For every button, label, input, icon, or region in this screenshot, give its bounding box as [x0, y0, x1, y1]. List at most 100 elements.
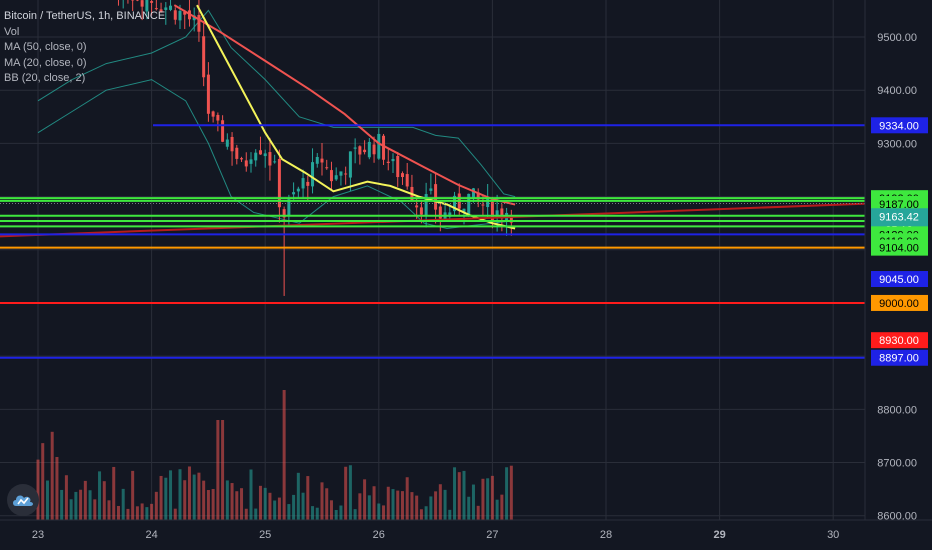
volume-bar: [112, 466, 116, 520]
volume-bar: [221, 420, 225, 520]
tradingview-logo-icon[interactable]: [7, 484, 39, 516]
candle-body: [400, 173, 404, 178]
time-scale[interactable]: 23 24 25 26 27 28 29 30: [32, 529, 839, 541]
x-tick-label: 30: [827, 529, 839, 541]
candle-body: [150, 1, 154, 3]
candle-body: [325, 167, 329, 169]
volume-bar: [64, 475, 68, 520]
candle-body: [500, 208, 504, 219]
volume-bar: [202, 480, 206, 520]
candle-body: [382, 135, 386, 160]
candle-body: [329, 170, 333, 182]
ma50-line: [173, 4, 516, 206]
price-tag-label: 9334.00: [879, 120, 919, 132]
x-tick-label: 25: [259, 529, 271, 541]
volume-bar: [131, 470, 135, 520]
candle-body: [448, 212, 452, 217]
volume-bar: [88, 490, 92, 520]
candle-body: [334, 175, 338, 180]
volume-bar: [83, 480, 87, 520]
price-tag: 9187.00: [871, 196, 928, 213]
price-tag: 9334.00: [871, 117, 928, 134]
price-tag: 9045.00: [871, 271, 928, 288]
price-tag-label: 9104.00: [879, 243, 919, 255]
volume-bar: [211, 488, 215, 520]
volume-bar: [126, 508, 130, 520]
chart-legend: Bitcoin / TetherUS, 1h, BINANCE Vol MA (…: [4, 9, 165, 87]
volume-bar: [169, 470, 173, 520]
indicator-bb[interactable]: BB (20, close, 2): [4, 72, 86, 84]
bb-upper-line: [37, 9, 516, 198]
volume-bar: [173, 508, 177, 520]
symbol-title[interactable]: Bitcoin / TetherUS, 1h, BINANCE: [4, 10, 166, 22]
volume-bar: [386, 486, 390, 520]
volume-bar: [448, 509, 452, 520]
volume-bar: [400, 491, 404, 520]
price-tag: 9000.00: [871, 294, 928, 311]
indicator-vol[interactable]: Vol: [4, 25, 20, 38]
volume-bars: [36, 390, 513, 520]
price-tag-label: 8897.00: [879, 353, 919, 365]
candle-body: [453, 195, 457, 212]
y-tick-label: 8600.00: [877, 511, 917, 523]
x-tick-label: 24: [145, 529, 157, 541]
candle-body: [292, 192, 296, 195]
candle-body: [377, 133, 381, 159]
volume-bar: [315, 507, 319, 520]
candle-body: [415, 205, 419, 208]
volume-bar: [382, 505, 386, 520]
volume-bar: [358, 493, 362, 520]
indicator-ma50[interactable]: MA (50, close, 0): [4, 41, 87, 53]
price-tag-bg: [871, 117, 928, 134]
volume-bar: [334, 509, 338, 520]
volume-bar: [183, 480, 187, 520]
volume-bar: [476, 505, 480, 520]
volume-bar: [41, 443, 45, 520]
price-tag-bg: [871, 239, 928, 256]
volume-bar: [443, 489, 447, 520]
volume-bar: [325, 488, 329, 520]
volume-bar: [505, 467, 509, 520]
volume-bar: [235, 491, 239, 520]
x-tick-label: 23: [32, 529, 44, 541]
volume-bar: [453, 467, 457, 520]
candle-body: [135, 0, 139, 1]
volume-bar: [415, 495, 419, 520]
candle-body: [159, 9, 163, 13]
candle-body: [509, 214, 513, 223]
candle-body: [263, 153, 267, 157]
volume-bar: [93, 499, 97, 520]
y-tick-label: 8800.00: [877, 404, 917, 416]
volume-bar: [429, 496, 433, 520]
volume-bar: [263, 487, 267, 520]
volume-bar: [45, 480, 49, 520]
candle-body: [145, 0, 149, 12]
volume-bar: [292, 494, 296, 520]
indicator-ma20[interactable]: MA (20, close, 0): [4, 56, 87, 69]
candle-body: [391, 159, 395, 162]
trend-line: [0, 202, 871, 238]
candle-body: [396, 156, 400, 178]
volume-bar: [178, 469, 182, 520]
price-tag: 9104.00: [871, 239, 928, 256]
candle-body: [490, 202, 494, 221]
volume-bar: [301, 492, 305, 520]
candle-body: [273, 161, 277, 163]
volume-bar: [206, 490, 210, 520]
candle-body: [434, 184, 438, 210]
horizontal-levels[interactable]: [0, 124, 865, 359]
volume-bar: [60, 489, 64, 520]
volume-bar: [424, 506, 428, 520]
price-tag-bg: [871, 271, 928, 288]
volume-bar: [438, 484, 442, 520]
volume-bar: [410, 492, 414, 520]
candle-body: [481, 204, 485, 206]
volume-bar: [107, 500, 111, 520]
candle-body: [363, 149, 367, 153]
price-scale[interactable]: 9500.00 9400.00 9300.00 8800.00 8700.00 8600.…: [877, 32, 917, 523]
candle-body: [339, 171, 343, 176]
candle-body: [367, 141, 371, 158]
candle-body: [240, 158, 244, 160]
